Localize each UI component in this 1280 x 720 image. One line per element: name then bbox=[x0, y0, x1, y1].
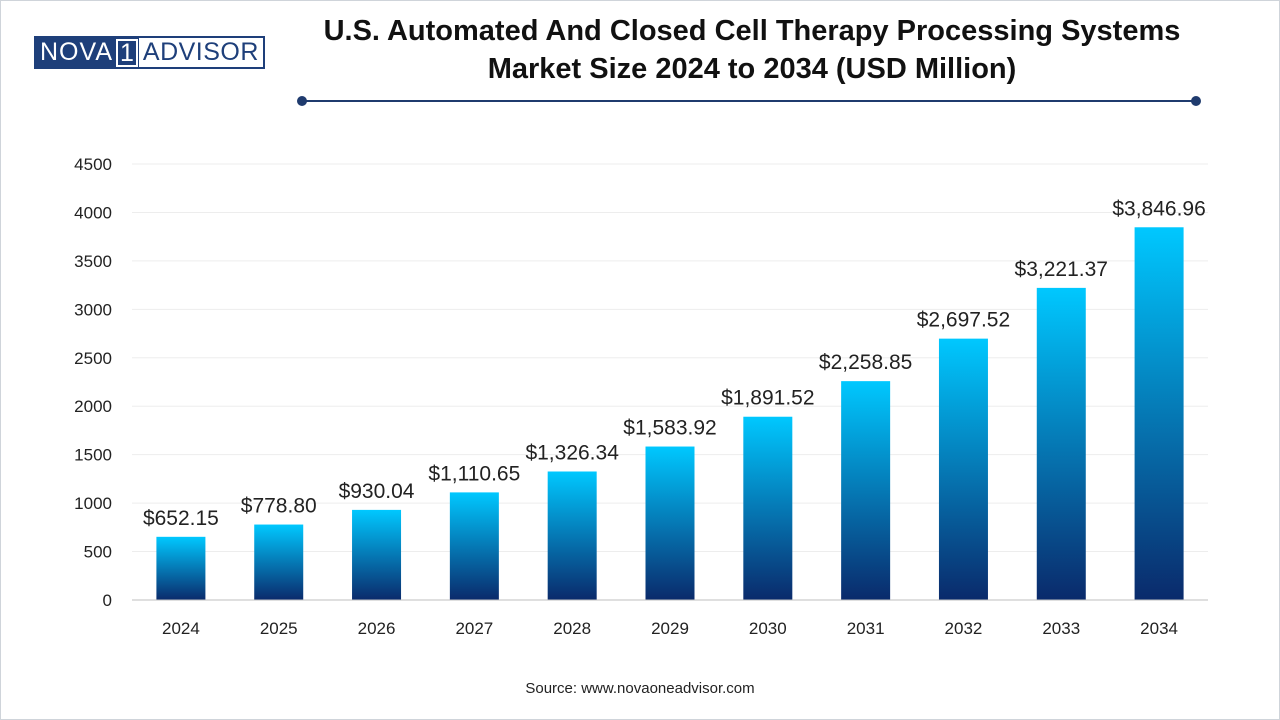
bar-2032 bbox=[938, 338, 988, 600]
data-label-2030: $1,891.52 bbox=[721, 387, 814, 410]
source-note: Source: www.novaoneadvisor.com bbox=[525, 680, 755, 697]
data-label-2031: $2,258.85 bbox=[819, 351, 912, 374]
bar-2026 bbox=[352, 509, 402, 600]
logo-text-advisor: ADVISOR bbox=[138, 36, 265, 69]
bar-2029 bbox=[645, 446, 695, 600]
x-tick-label-2034: 2034 bbox=[1140, 619, 1178, 638]
x-tick-label-2028: 2028 bbox=[553, 619, 591, 638]
x-tick-label-2027: 2027 bbox=[455, 619, 493, 638]
logo-number: 1 bbox=[115, 36, 139, 69]
data-labels: $652.15$778.80$930.04$1,110.65$1,326.34$… bbox=[143, 197, 1206, 530]
chart-title-line-2: Market Size 2024 to 2034 (USD Million) bbox=[487, 53, 1017, 85]
data-label-2028: $1,326.34 bbox=[525, 441, 619, 464]
title-underline-right-dot bbox=[1191, 96, 1201, 106]
data-label-2027: $1,110.65 bbox=[428, 462, 520, 485]
data-label-2034: $3,846.96 bbox=[1112, 197, 1205, 220]
x-tick-label-2033: 2033 bbox=[1042, 619, 1080, 638]
x-tick-label-2031: 2031 bbox=[847, 619, 885, 638]
logo-text-nova: NOVA bbox=[34, 36, 115, 69]
data-label-2029: $1,583.92 bbox=[623, 417, 716, 440]
logo-number-text: 1 bbox=[116, 38, 138, 67]
chart-title: U.S. Automated And Closed Cell Therapy P… bbox=[262, 12, 1242, 88]
y-tick-label: 0 bbox=[103, 591, 112, 610]
y-tick-label: 1000 bbox=[74, 494, 112, 513]
x-tick-label-2029: 2029 bbox=[651, 619, 689, 638]
bars bbox=[156, 227, 1184, 600]
bar-2030 bbox=[743, 416, 793, 600]
y-tick-label: 2000 bbox=[74, 397, 112, 416]
y-tick-label: 2500 bbox=[74, 349, 112, 368]
brand-logo: NOVA 1 ADVISOR bbox=[34, 36, 265, 69]
bar-2027 bbox=[449, 492, 499, 600]
y-tick-label: 3000 bbox=[74, 300, 112, 319]
title-underline-left-dot bbox=[297, 96, 307, 106]
bar-2034 bbox=[1134, 227, 1184, 600]
y-tick-label: 3500 bbox=[74, 252, 112, 271]
data-label-2025: $778.80 bbox=[241, 495, 317, 518]
x-tick-label-2026: 2026 bbox=[358, 619, 396, 638]
data-label-2024: $652.15 bbox=[143, 507, 219, 530]
y-tick-label: 4000 bbox=[74, 203, 112, 222]
x-axis-ticks: 2024 2025 2026 2027 2028 2029 2030 2031 2032 2033… bbox=[162, 619, 1178, 638]
chart-title-line-1: U.S. Automated And Closed Cell Therapy P… bbox=[323, 15, 1181, 47]
x-tick-label-2032: 2032 bbox=[945, 619, 983, 638]
y-axis-ticks: 0 500 1000 1500 2000 2500 3000 3500 4000 4500 bbox=[74, 155, 112, 610]
bar-2028 bbox=[547, 471, 597, 600]
x-tick-label-2030: 2030 bbox=[749, 619, 787, 638]
x-tick-label-2025: 2025 bbox=[260, 619, 298, 638]
bar-2025 bbox=[254, 524, 304, 600]
title-underline bbox=[302, 100, 1196, 102]
bar-2033 bbox=[1036, 287, 1086, 600]
data-label-2033: $3,221.37 bbox=[1015, 258, 1108, 281]
y-tick-label: 4500 bbox=[74, 155, 112, 174]
bar-2024 bbox=[156, 536, 206, 600]
y-tick-label: 500 bbox=[84, 543, 112, 562]
data-label-2026: $930.04 bbox=[339, 480, 415, 503]
bar-2031 bbox=[841, 381, 891, 600]
y-tick-label: 1500 bbox=[74, 446, 112, 465]
x-tick-label-2024: 2024 bbox=[162, 619, 200, 638]
data-label-2032: $2,697.52 bbox=[917, 309, 1010, 332]
